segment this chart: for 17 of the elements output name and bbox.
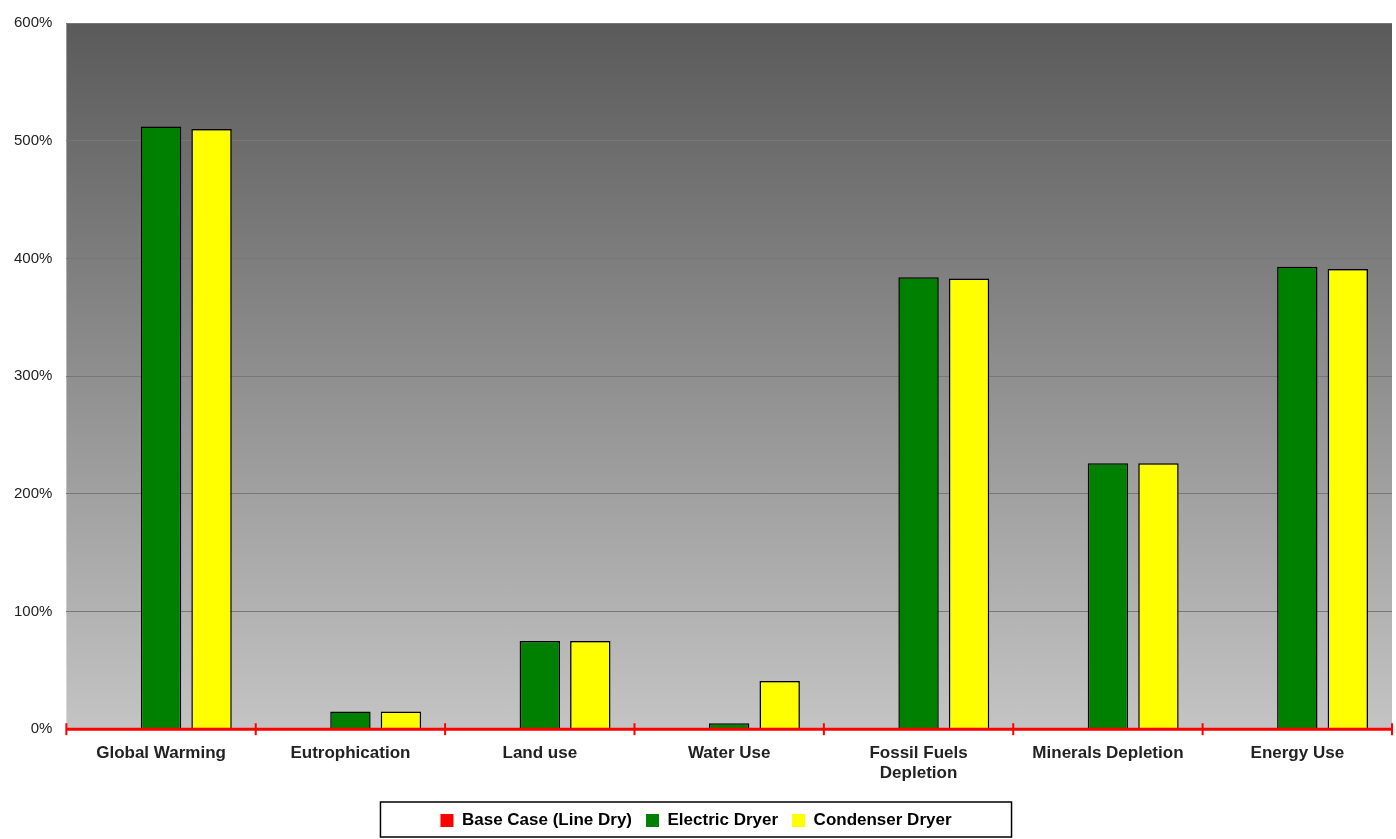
legend-label: Electric Dryer [667,810,779,830]
legend-label: Condenser Dryer [813,810,952,830]
y-tick-label: 0% [30,719,53,737]
y-tick-label: 300% [13,366,53,384]
x-tick-label: Global Warming [96,743,226,763]
y-tick-label: 500% [13,130,53,148]
y-tick-label: 400% [13,248,53,266]
legend-label: Base Case (Line Dry) [461,810,633,830]
x-tick-label: Eutrophication [290,743,411,763]
x-tick-label: Minerals Depletion [1032,743,1184,763]
y-tick-label: 100% [13,601,53,619]
x-tick-label: Fossil Fuels Depletion [869,743,968,783]
x-tick-label: Land use [502,743,578,763]
y-tick-label: 600% [13,13,53,31]
x-tick-label: Water Use [687,743,771,763]
y-tick-label: 200% [13,483,53,501]
x-tick-label: Energy Use [1250,743,1345,763]
